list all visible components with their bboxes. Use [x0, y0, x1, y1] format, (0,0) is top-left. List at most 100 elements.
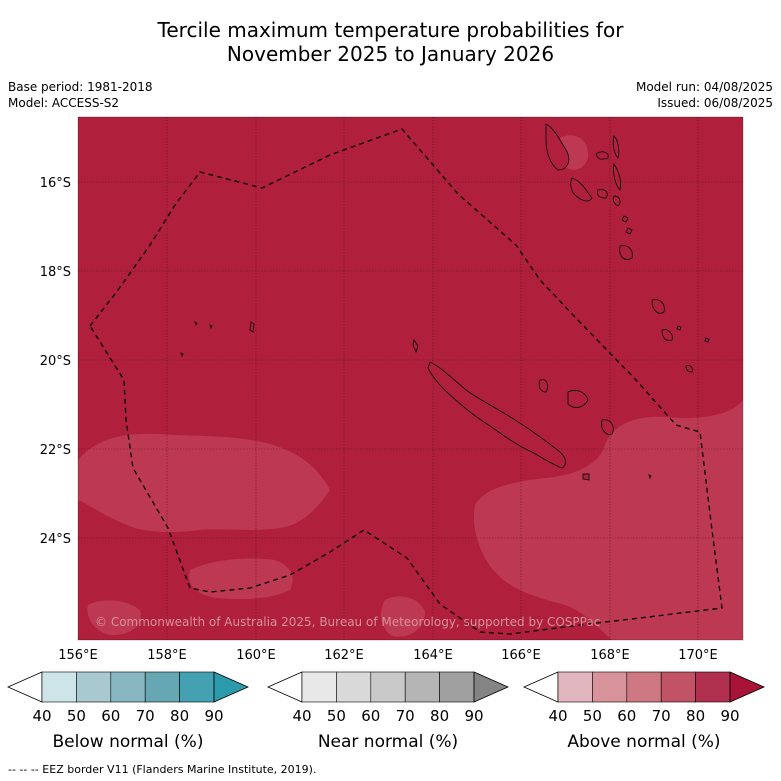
above-normal-segment: [660, 671, 696, 703]
meta-right: Model run: 04/08/2025 Issued: 06/08/2025: [636, 79, 773, 111]
near-normal-tick-label: 80: [430, 707, 449, 725]
lon-label-170: 170°E: [678, 648, 718, 663]
near-normal-tick-label: 50: [327, 707, 346, 725]
chesterfield-reef: [249, 321, 255, 333]
vanuatu-ambrym: [597, 189, 608, 199]
title-line-1: Tercile maximum temperature probabilitie…: [157, 18, 624, 42]
new-caledonia-main: [427, 361, 567, 469]
vanuatu-ambae: [595, 151, 609, 160]
model-text: Model: ACCESS-S2: [8, 96, 120, 110]
above-normal-tick-label: 70: [652, 707, 671, 725]
near-normal-tick-label: 60: [361, 707, 380, 725]
zone-bottom-left: [87, 600, 141, 636]
near-normal-tick-label: 40: [292, 707, 311, 725]
vanuatu-aneityum: [685, 365, 693, 373]
issued-text: Issued: 06/08/2025: [657, 96, 773, 110]
below-normal-tick-label: 50: [67, 707, 86, 725]
below-normal-tick-label: 70: [136, 707, 155, 725]
below-normal-tick-label: 90: [204, 707, 223, 725]
walpole: [648, 474, 652, 480]
zone-bottom-mid: [380, 596, 425, 637]
vanuatu-small-2: [625, 227, 633, 235]
above-normal-extend-high: [729, 671, 765, 703]
near-normal-segment: [404, 671, 440, 703]
loyalty-lifou: [567, 389, 589, 408]
below-normal-segment: [76, 671, 112, 703]
near-normal-segment: [370, 671, 406, 703]
lat-labels: 16°S 18°S 20°S 22°S 24°S: [40, 176, 71, 547]
lat-label-18: 18°S: [40, 265, 71, 280]
near-normal-segment: [439, 671, 475, 703]
below-normal-segment: [179, 671, 215, 703]
model-run-text: Model run: 04/08/2025: [635, 80, 773, 94]
map-frame: [77, 116, 744, 641]
vanuatu-small-3: [676, 325, 682, 331]
vanuatu-espiritu-santo: [545, 123, 570, 171]
lon-label-168: 168°E: [590, 648, 630, 663]
loyalty-ouvea: [538, 379, 549, 393]
lon-label-162: 162°E: [324, 648, 364, 663]
lon-labels: 156°E 158°E 160°E 162°E 164°E 166°E 168°…: [58, 648, 718, 663]
above-normal-tick-label: 80: [686, 707, 705, 725]
above-normal-segment: [557, 671, 593, 703]
near-normal-extend-low: [267, 671, 303, 703]
isle-of-pines: [582, 473, 590, 481]
vanuatu-erromango: [651, 299, 665, 314]
eez-border: [89, 128, 723, 635]
lat-label-24: 24°S: [40, 532, 71, 547]
base-period-text: Base period: 1981-2018: [8, 80, 153, 94]
below-normal-extend-low: [7, 671, 43, 703]
vanuatu-pentecost: [613, 162, 621, 191]
below-normal-tick-label: 80: [170, 707, 189, 725]
lon-label-156: 156°E: [58, 648, 98, 663]
chart-title: Tercile maximum temperature probabilitie…: [0, 18, 781, 66]
above-normal-segment: [626, 671, 662, 703]
below-normal-tick-label: 40: [32, 707, 51, 725]
above-normal-extend-low: [523, 671, 559, 703]
near-normal-segment: [301, 671, 337, 703]
below-normal-segment: [144, 671, 180, 703]
above-normal-tick-label: 90: [720, 707, 739, 725]
vanuatu-epi: [612, 195, 621, 207]
near-normal-label: Near normal (%): [318, 732, 458, 752]
vanuatu-efate: [619, 245, 633, 260]
loyalty-mare: [601, 419, 614, 435]
chesterfield-small-2: [180, 352, 184, 358]
near-normal-extend-high: [473, 671, 509, 703]
eez-footnote: -- -- -- EEZ border V11 (Flanders Marine…: [8, 763, 317, 776]
zone-southwest: [188, 558, 293, 600]
lat-label-16: 16°S: [40, 176, 71, 191]
vanuatu-tanna: [661, 329, 673, 341]
lat-label-22: 22°S: [40, 443, 71, 458]
zone-west: [78, 433, 330, 533]
near-normal-colorbar: 40 50 60 70 80 90 Near normal (%): [267, 671, 509, 752]
vanuatu-small-1: [621, 215, 629, 223]
vanuatu-malekula: [570, 177, 593, 202]
below-normal-extend-high: [213, 671, 249, 703]
copyright-text: © Commonwealth of Australia 2025, Bureau…: [95, 615, 600, 629]
below-normal-segment: [110, 671, 146, 703]
coastlines: [180, 123, 710, 481]
lon-label-160: 160°E: [236, 648, 276, 663]
lon-label-158: 158°E: [147, 648, 187, 663]
chesterfield-small-1: [194, 321, 198, 327]
lat-label-20: 20°S: [40, 354, 71, 369]
above-normal-label: Above normal (%): [567, 732, 720, 752]
chesterfield-small-3: [209, 324, 213, 330]
near-normal-segment: [336, 671, 372, 703]
vanuatu-small-4: [704, 337, 710, 343]
above-normal-segment: [695, 671, 731, 703]
title-line-2: November 2025 to January 2026: [226, 42, 555, 66]
near-normal-tick-label: 90: [464, 707, 483, 725]
above-normal-tick-label: 40: [548, 707, 567, 725]
above-normal-tick-label: 60: [617, 707, 636, 725]
belep-islands: [412, 338, 419, 354]
lon-label-164: 164°E: [413, 648, 453, 663]
near-normal-tick-label: 70: [396, 707, 415, 725]
gridlines: [78, 117, 743, 640]
lon-label-166: 166°E: [501, 648, 541, 663]
